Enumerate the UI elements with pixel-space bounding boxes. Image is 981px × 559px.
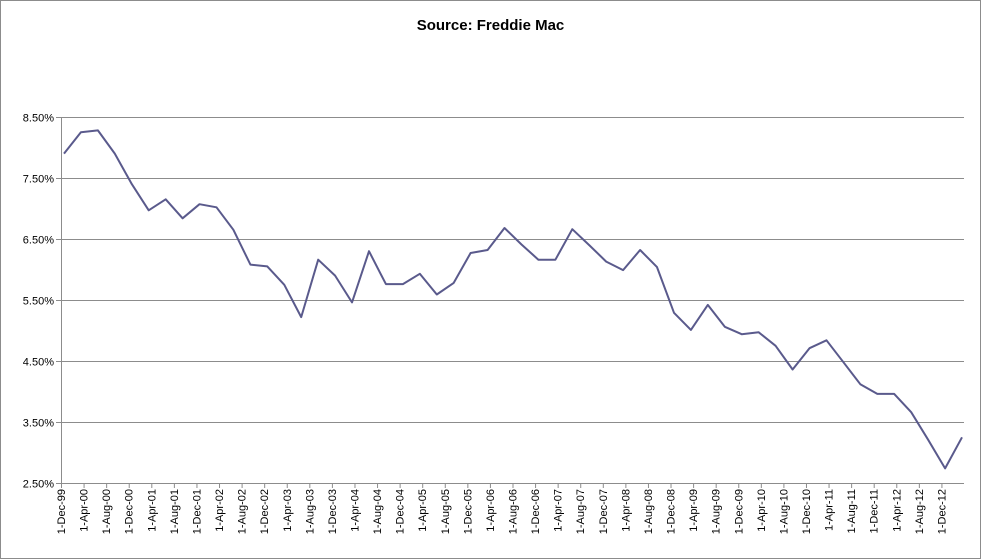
x-tick-label: 1-Dec-07 xyxy=(598,489,610,534)
x-tick-label: 1-Aug-08 xyxy=(643,489,655,534)
x-tick-label: 1-Aug-05 xyxy=(440,489,452,534)
y-tick-label: 6.50% xyxy=(23,235,54,247)
x-tick-label: 1-Dec-11 xyxy=(869,489,881,533)
x-tick-label: 1-Dec-00 xyxy=(124,489,136,534)
y-tick-label: 2.50% xyxy=(23,479,54,491)
x-tick-label: 1-Dec-04 xyxy=(395,489,407,534)
x-tick-label: 1-Aug-10 xyxy=(778,489,790,534)
x-tick-label: 1-Aug-06 xyxy=(508,489,520,534)
chart-title: Source: Freddie Mac xyxy=(416,17,565,34)
x-tick-label: 1-Apr-12 xyxy=(891,489,903,532)
x-tick-label: 1-Apr-04 xyxy=(349,489,361,532)
x-tick-label: 1-Dec-08 xyxy=(666,489,678,534)
x-tick-label: 1-Apr-08 xyxy=(620,489,632,532)
x-tick-label: 1-Aug-04 xyxy=(372,489,384,534)
x-tick-label: 1-Apr-01 xyxy=(146,489,158,532)
series-line xyxy=(63,129,963,470)
x-tick-label: 1-Aug-02 xyxy=(237,489,249,534)
y-tick-label: 3.50% xyxy=(23,418,54,430)
x-tick-label: 1-Dec-06 xyxy=(530,489,542,534)
x-tick-label: 1-Dec-05 xyxy=(462,489,474,534)
y-tick-label: 4.50% xyxy=(23,357,54,369)
y-tick-label: 7.50% xyxy=(23,174,54,186)
x-tick-label: 1-Aug-09 xyxy=(711,489,723,534)
x-tick-label: 1-Apr-05 xyxy=(417,489,429,532)
x-tick-label: 1-Dec-12 xyxy=(936,489,948,534)
x-tick-label: 1-Apr-07 xyxy=(553,489,565,532)
y-tick-label: 8.50% xyxy=(23,113,54,125)
x-tick-label: 1-Dec-10 xyxy=(801,489,813,534)
x-tick-label: 1-Apr-11 xyxy=(824,489,836,531)
x-tick-label: 1-Dec-09 xyxy=(733,489,745,534)
x-tick-label: 1-Aug-03 xyxy=(304,489,316,534)
x-tick-label: 1-Apr-10 xyxy=(756,489,768,532)
x-tick-label: 1-Apr-09 xyxy=(688,489,700,532)
x-tick-label: 1-Dec-99 xyxy=(56,489,68,534)
x-tick-label: 1-Aug-07 xyxy=(575,489,587,534)
y-tick-label: 5.50% xyxy=(23,296,54,308)
x-tick-label: 1-Apr-02 xyxy=(214,489,226,532)
x-tick-label: 1-Apr-06 xyxy=(485,489,497,532)
x-tick-label: 1-Aug-12 xyxy=(914,489,926,534)
x-tick-label: 1-Apr-00 xyxy=(79,489,91,532)
x-tick-label: 1-Apr-03 xyxy=(282,489,294,532)
x-tick-label: 1-Aug-00 xyxy=(101,489,113,534)
x-tick-label: 1-Dec-03 xyxy=(327,489,339,534)
x-tick-label: 1-Dec-02 xyxy=(259,489,271,534)
x-tick-label: 1-Dec-01 xyxy=(191,489,203,534)
x-tick-label: 1-Aug-01 xyxy=(169,489,181,534)
x-tick-label: 1-Aug-11 xyxy=(846,489,858,533)
